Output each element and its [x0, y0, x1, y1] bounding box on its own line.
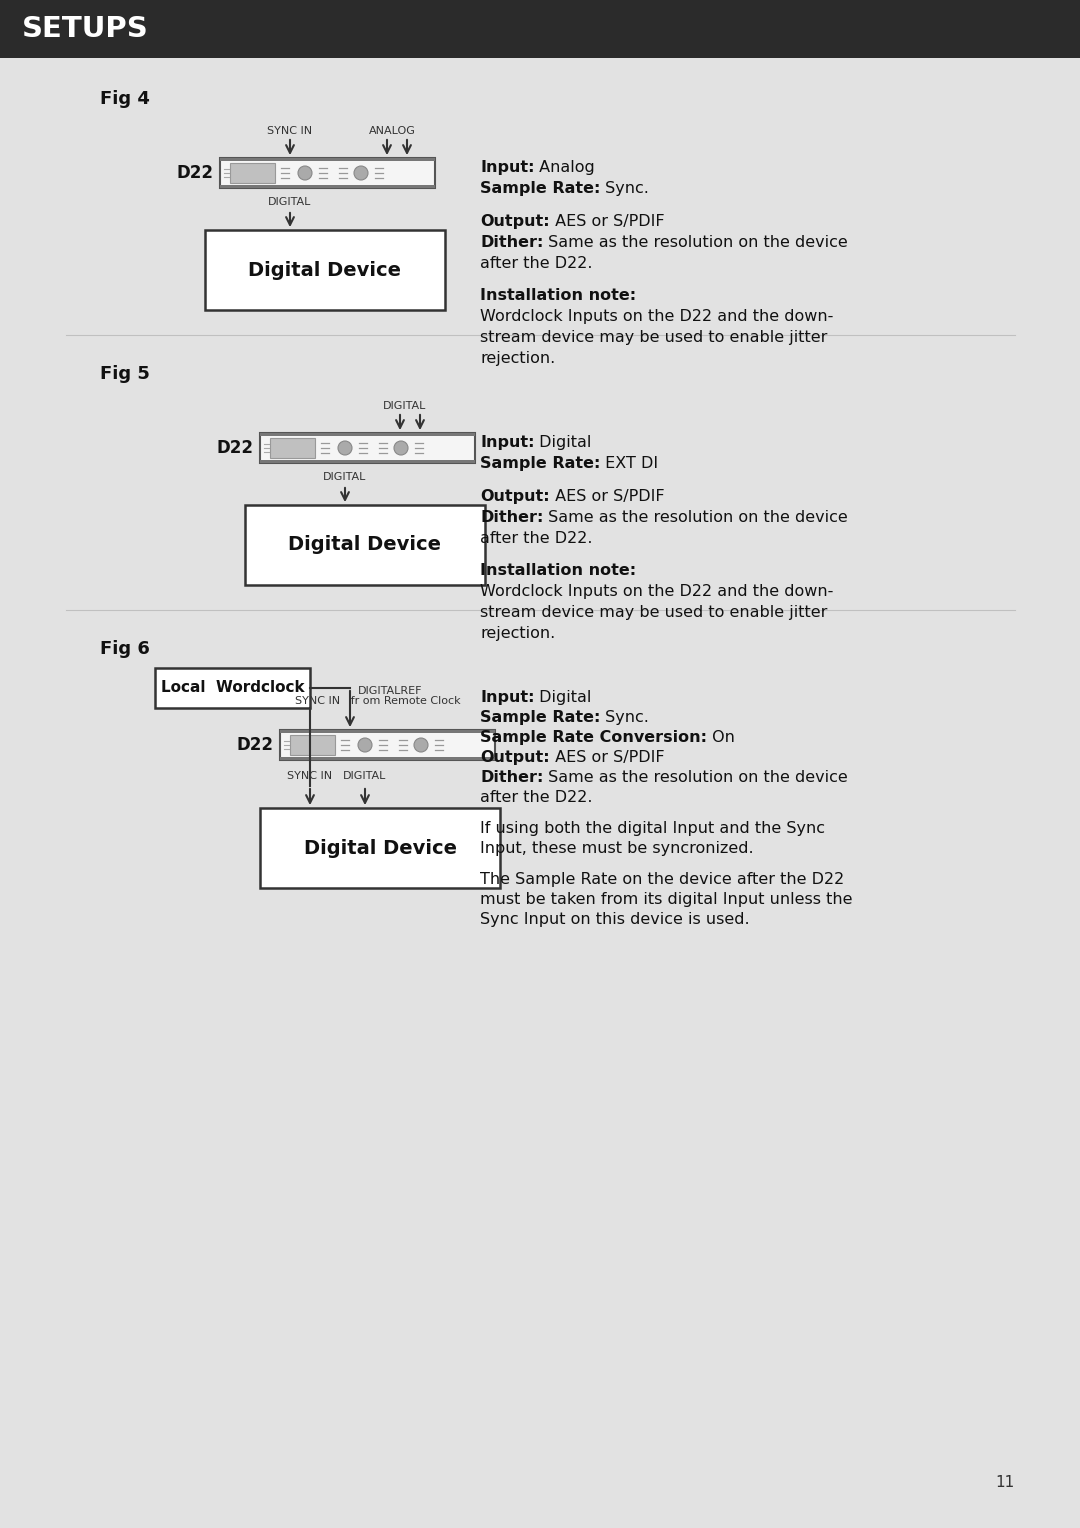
Text: AES or S/PDIF: AES or S/PDIF: [550, 750, 664, 766]
Text: Same as the resolution on the device: Same as the resolution on the device: [543, 509, 848, 524]
Text: DIGITAL: DIGITAL: [343, 772, 387, 781]
Text: Sync.: Sync.: [600, 711, 649, 724]
Circle shape: [414, 738, 428, 752]
Text: SYNC IN: SYNC IN: [287, 772, 333, 781]
Text: D22: D22: [217, 439, 254, 457]
Text: Sample Rate:: Sample Rate:: [480, 455, 600, 471]
Bar: [260, 432, 475, 463]
Text: SETUPS: SETUPS: [22, 15, 149, 43]
Text: DIGITAL: DIGITAL: [383, 400, 427, 411]
Text: Analog: Analog: [535, 160, 595, 176]
Text: after the D22.: after the D22.: [480, 790, 593, 805]
Text: Input:: Input:: [480, 160, 535, 176]
Circle shape: [394, 442, 408, 455]
Text: EXT DI: EXT DI: [600, 455, 659, 471]
Bar: [280, 730, 495, 759]
Circle shape: [338, 442, 352, 455]
Text: Output:: Output:: [480, 489, 550, 504]
Text: Sample Rate:: Sample Rate:: [480, 180, 600, 196]
Bar: [205, 231, 445, 310]
Text: Fig 6: Fig 6: [100, 640, 150, 659]
Bar: [260, 460, 475, 463]
Text: Dither:: Dither:: [480, 770, 543, 785]
Text: AES or S/PDIF: AES or S/PDIF: [550, 489, 664, 504]
Text: D22: D22: [237, 736, 274, 753]
Text: rejection.: rejection.: [480, 626, 555, 642]
Text: stream device may be used to enable jitter: stream device may be used to enable jitt…: [480, 330, 827, 345]
Bar: [245, 504, 485, 585]
Text: Installation note:: Installation note:: [480, 289, 636, 303]
Text: Sync Input on this device is used.: Sync Input on this device is used.: [480, 912, 750, 927]
Text: D22: D22: [177, 163, 214, 182]
Text: AES or S/PDIF: AES or S/PDIF: [550, 214, 664, 229]
Text: Fig 4: Fig 4: [100, 90, 150, 108]
Text: Same as the resolution on the device: Same as the resolution on the device: [543, 235, 848, 249]
Text: The Sample Rate on the device after the D22: The Sample Rate on the device after the …: [480, 872, 845, 886]
Text: Output:: Output:: [480, 750, 550, 766]
Bar: [0, 0, 1080, 58]
Text: must be taken from its digital Input unless the: must be taken from its digital Input unl…: [480, 892, 852, 908]
Text: stream device may be used to enable jitter: stream device may be used to enable jitt…: [480, 605, 827, 620]
Text: Input:: Input:: [480, 435, 535, 451]
Text: Digital: Digital: [535, 435, 592, 451]
Text: Same as the resolution on the device: Same as the resolution on the device: [543, 770, 848, 785]
Bar: [291, 735, 335, 755]
Text: Dither:: Dither:: [480, 509, 543, 524]
Text: Output:: Output:: [480, 214, 550, 229]
Bar: [156, 668, 310, 707]
Text: Input:: Input:: [480, 691, 535, 704]
Bar: [220, 157, 435, 160]
Text: Digital Device: Digital Device: [303, 839, 457, 857]
Text: Digital: Digital: [535, 691, 592, 704]
Bar: [260, 432, 475, 435]
Text: Sample Rate:: Sample Rate:: [480, 711, 600, 724]
Circle shape: [298, 167, 312, 180]
Text: DIGITAL: DIGITAL: [268, 197, 312, 206]
Bar: [230, 163, 275, 183]
Text: Sample Rate Conversion:: Sample Rate Conversion:: [480, 730, 707, 746]
Text: If using both the digital Input and the Sync: If using both the digital Input and the …: [480, 821, 825, 836]
Bar: [260, 808, 500, 888]
Text: Wordclock Inputs on the D22 and the down-: Wordclock Inputs on the D22 and the down…: [480, 309, 834, 324]
Text: ANALOG: ANALOG: [368, 125, 416, 136]
Text: SYNC IN   fr om Remote Clock: SYNC IN fr om Remote Clock: [295, 695, 461, 706]
Text: On: On: [707, 730, 734, 746]
Bar: [270, 439, 315, 458]
Text: rejection.: rejection.: [480, 351, 555, 367]
Bar: [280, 756, 495, 759]
Text: after the D22.: after the D22.: [480, 255, 593, 270]
Text: 11: 11: [996, 1475, 1015, 1490]
Text: Sync.: Sync.: [600, 180, 649, 196]
Text: Local  Wordclock: Local Wordclock: [161, 680, 305, 695]
Circle shape: [354, 167, 368, 180]
Text: Wordclock Inputs on the D22 and the down-: Wordclock Inputs on the D22 and the down…: [480, 584, 834, 599]
Text: Input, these must be syncronized.: Input, these must be syncronized.: [480, 840, 754, 856]
Bar: [280, 730, 495, 733]
Text: DIGITAL: DIGITAL: [323, 472, 367, 481]
Bar: [220, 157, 435, 188]
Text: after the D22.: after the D22.: [480, 530, 593, 545]
Text: Fig 5: Fig 5: [100, 365, 150, 384]
Bar: [220, 185, 435, 188]
Text: Digital Device: Digital Device: [288, 535, 442, 555]
Text: Digital Device: Digital Device: [248, 260, 402, 280]
Text: Dither:: Dither:: [480, 235, 543, 249]
Text: SYNC IN: SYNC IN: [268, 125, 312, 136]
Text: Installation note:: Installation note:: [480, 564, 636, 578]
Text: DIGITALREF: DIGITALREF: [357, 686, 422, 695]
Circle shape: [357, 738, 372, 752]
